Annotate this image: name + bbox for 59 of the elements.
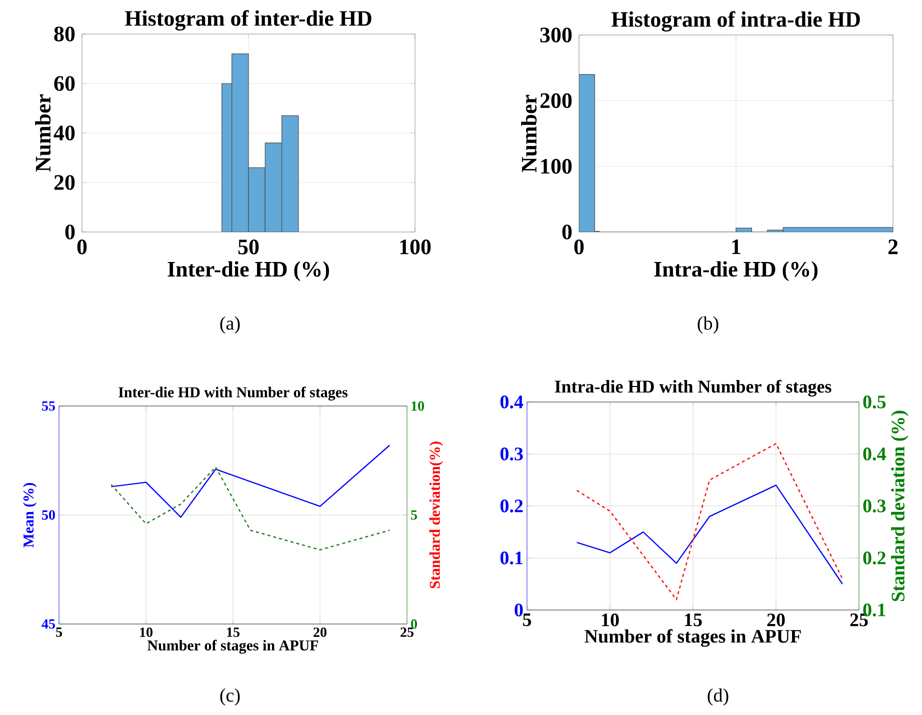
x-tick-label: 5 <box>56 628 62 637</box>
y2-tick-label: 0.2 <box>863 552 886 564</box>
line-series <box>110 444 390 518</box>
x-tick-label: 1 <box>732 240 740 254</box>
y-tick-label: 0 <box>514 604 523 616</box>
x-axis-title: Number of stages in APUF <box>147 640 318 654</box>
x-tick-label: 50 <box>238 240 259 254</box>
x-tick-label: 5 <box>523 614 532 626</box>
y2-tick-label: 0.5 <box>863 396 886 408</box>
x-tick-label: 15 <box>227 628 240 637</box>
line-series <box>576 484 844 585</box>
y-tick-label: 300 <box>540 28 572 42</box>
y-tick-label: 0 <box>562 224 572 240</box>
y2-tick-label: 10 <box>412 401 424 411</box>
y2-axis-title: Standard deviation(%) <box>429 442 443 588</box>
x-axis-title: Inter-die HD (%) <box>168 261 329 282</box>
y-tick-label: 0.3 <box>500 448 523 460</box>
y-tick-label: 100 <box>541 158 572 174</box>
y-axis-title: Mean (%) <box>23 482 37 548</box>
chart-title: Histogram of inter-die HD <box>124 10 372 31</box>
text: (c) <box>220 688 240 706</box>
x-tick-label: 25 <box>400 628 414 637</box>
y-tick-label: 0 <box>65 224 75 240</box>
x-tick-label: 0 <box>574 240 584 254</box>
x-tick-label: 2 <box>888 240 898 254</box>
x-axis-title: Intra-die HD (%) <box>654 261 818 282</box>
y-tick-label: 20 <box>54 175 75 190</box>
text: (b) <box>698 316 718 334</box>
y2-tick-label: 0.3 <box>863 500 886 512</box>
chart-title: Inter-die HD with Number of stages <box>118 386 348 400</box>
x-tick-label: 20 <box>767 614 785 626</box>
x-tick-label: 100 <box>400 240 431 254</box>
y-tick-label: 80 <box>54 26 75 42</box>
chart-title: Intra-die HD with Number of stages <box>554 380 832 396</box>
y-tick-label: 0.1 <box>500 552 522 564</box>
y-tick-label: 50 <box>42 510 55 520</box>
x-tick-label: 20 <box>314 628 326 637</box>
x-tick-label: 10 <box>602 614 619 626</box>
y-axis-title: Number <box>35 94 51 172</box>
line-series <box>576 443 844 600</box>
x-tick-label: 10 <box>140 628 152 637</box>
y-axis-title: Number <box>521 94 537 172</box>
chart-title: Histogram of intra-die HD <box>611 11 860 32</box>
y-tick-label: 55 <box>42 401 55 411</box>
y2-tick-label: 0.4 <box>863 448 886 460</box>
x-tick-label: 15 <box>685 614 702 626</box>
x-axis-title: Number of stages in APUF <box>584 629 801 647</box>
y-tick-label: 0.2 <box>500 500 523 512</box>
line-series <box>110 466 390 550</box>
y-tick-label: 45 <box>42 619 55 629</box>
y-tick-label: 60 <box>54 76 75 91</box>
y-tick-label: 200 <box>540 93 572 108</box>
y2-tick-label: 5 <box>411 510 418 520</box>
text: (d) <box>708 688 728 706</box>
y-tick-label: 0.4 <box>500 396 524 408</box>
y2-axis-title: Standard deviation (%) <box>891 410 908 602</box>
y-tick-label: 40 <box>54 126 75 140</box>
text: (a) <box>220 316 240 334</box>
x-tick-label: 0 <box>77 240 87 254</box>
